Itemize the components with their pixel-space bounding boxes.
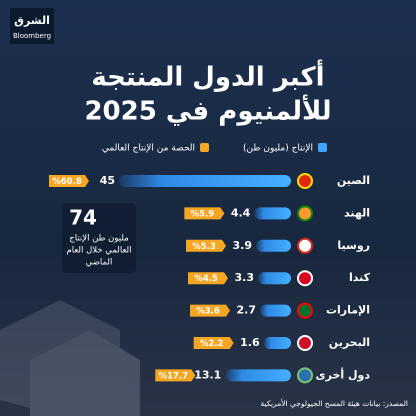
legend-swatch <box>200 143 209 152</box>
value-label: 1.6 <box>240 336 260 349</box>
value-label: 13.1 <box>194 368 221 381</box>
bar <box>254 207 291 220</box>
value-label: 45 <box>100 174 115 187</box>
bar <box>256 239 291 252</box>
legend-label: الحصة من الإنتاج العالمي <box>102 144 195 154</box>
annotation-text: مليون طن الإنتاج <box>69 234 128 244</box>
flag <box>297 335 313 351</box>
logo-partner: Bloomberg <box>13 32 51 40</box>
share-tag <box>155 369 196 382</box>
annotation-text: العالمي خلال العام <box>66 246 131 256</box>
bar <box>260 304 291 317</box>
source: المصدر: بيانات هيئة المسح الجيولوجي الأم… <box>261 398 408 408</box>
bar <box>119 175 291 187</box>
share-label: %4.5 <box>194 274 218 284</box>
value-label: 3.9 <box>233 239 253 252</box>
share-tag <box>49 175 89 187</box>
category-label: روسيا <box>337 239 370 252</box>
flag <box>297 173 313 189</box>
logo: الشرق <box>14 14 50 27</box>
legend-swatch <box>318 143 327 152</box>
annotation-value: 74 <box>69 206 97 230</box>
flag <box>297 367 313 384</box>
bar <box>225 369 291 382</box>
logo-box <box>10 8 54 44</box>
annotation-box <box>62 203 136 273</box>
category-label: الهند <box>344 206 370 219</box>
flag <box>297 302 313 319</box>
legend-label: الإنتاج (مليون طن) <box>243 144 313 154</box>
value-label: 4.4 <box>231 206 251 219</box>
share-label: %17.7 <box>159 371 189 381</box>
category-label: الإمارات <box>326 304 370 317</box>
value-label: 2.7 <box>237 304 257 317</box>
category-label: البحرين <box>329 336 370 349</box>
share-tag <box>193 337 234 349</box>
decor-ingots <box>0 300 140 416</box>
share-label: %60.8 <box>52 177 82 187</box>
category-label: الصين <box>337 174 370 187</box>
share-tag <box>184 207 225 220</box>
annotation-text: الماضي <box>86 258 113 268</box>
share-tag <box>186 239 226 252</box>
share-label: %2.2 <box>200 339 224 349</box>
category-label: دول أخرى <box>316 367 371 381</box>
share-label: %3.6 <box>196 307 220 317</box>
title-line: للألمنيوم في 2025 <box>84 95 331 127</box>
share-tag <box>188 272 228 285</box>
share-label: %5.9 <box>191 209 215 219</box>
bar <box>258 272 291 285</box>
title-line: أكبر الدول المنتجة <box>91 60 324 93</box>
flag <box>297 237 313 254</box>
share-tag <box>190 304 230 317</box>
flag <box>297 270 313 287</box>
flag <box>297 205 313 222</box>
category-label: كندا <box>349 271 371 284</box>
bar <box>263 337 291 349</box>
share-label: %5.3 <box>192 242 216 252</box>
value-label: 3.3 <box>235 271 255 284</box>
